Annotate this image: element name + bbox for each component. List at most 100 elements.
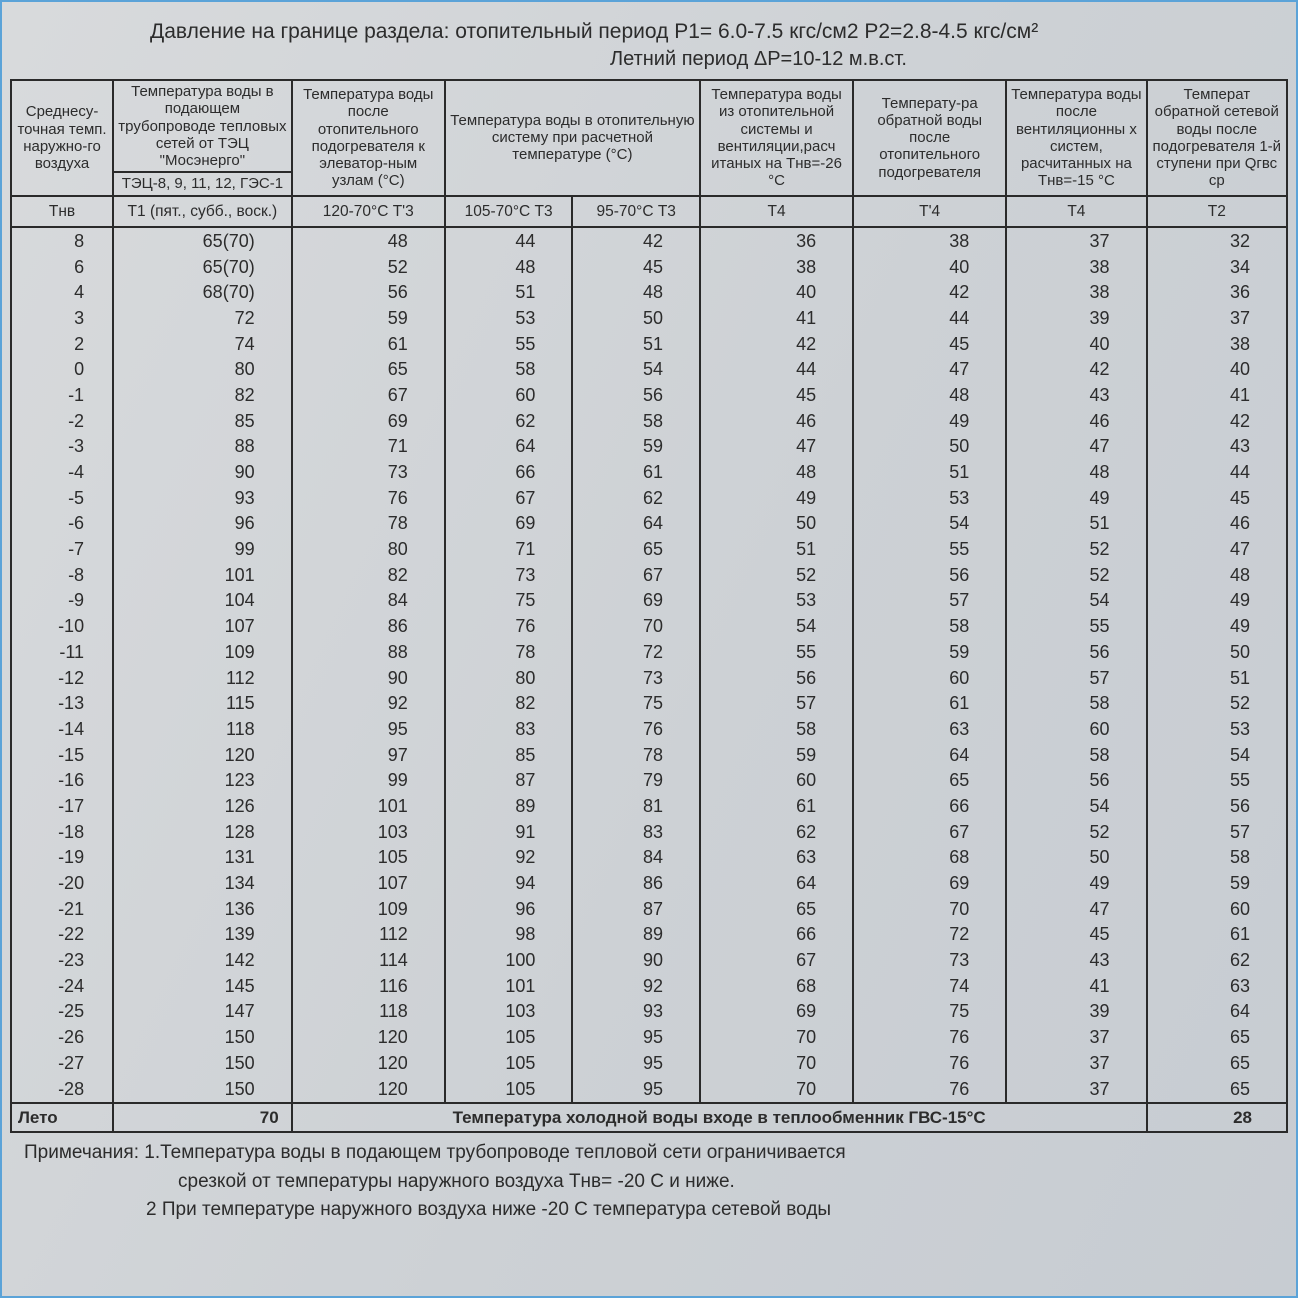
table-cell: 139 bbox=[113, 922, 292, 948]
table-cell: 38 bbox=[1006, 280, 1146, 306]
table-cell: 75 bbox=[572, 691, 700, 717]
table-cell: -25 bbox=[11, 999, 113, 1025]
table-cell: 38 bbox=[1147, 331, 1287, 357]
table-cell: 45 bbox=[1147, 485, 1287, 511]
table-row: -22139112988966724561 bbox=[11, 922, 1287, 948]
table-cell: 136 bbox=[113, 896, 292, 922]
table-cell: 44 bbox=[700, 357, 853, 383]
table-cell: 115 bbox=[113, 691, 292, 717]
table-cell: 126 bbox=[113, 793, 292, 819]
table-cell: 66 bbox=[700, 922, 853, 948]
table-cell: 128 bbox=[113, 819, 292, 845]
table-row: -28569625846494642 bbox=[11, 408, 1287, 434]
table-cell: 118 bbox=[113, 716, 292, 742]
table-cell: 69 bbox=[445, 511, 573, 537]
table-cell: -21 bbox=[11, 896, 113, 922]
table-row: -1512097857859645854 bbox=[11, 742, 1287, 768]
foot-mid: Температура холодной воды входе в теплоо… bbox=[292, 1103, 1147, 1133]
table-cell: 93 bbox=[113, 485, 292, 511]
table-cell: 46 bbox=[700, 408, 853, 434]
table-row: -17126101898161665456 bbox=[11, 793, 1287, 819]
table-cell: 64 bbox=[445, 434, 573, 460]
table-cell: 45 bbox=[700, 382, 853, 408]
table-cell: 49 bbox=[1006, 485, 1146, 511]
table-cell: 61 bbox=[572, 460, 700, 486]
title-line-1: Давление на границе раздела: отопительны… bbox=[10, 20, 1288, 44]
table-cell: 42 bbox=[1147, 408, 1287, 434]
table-cell: 92 bbox=[445, 845, 573, 871]
table-cell: 37 bbox=[1147, 305, 1287, 331]
table-cell: 76 bbox=[445, 614, 573, 640]
table-row: -910484756953575449 bbox=[11, 588, 1287, 614]
table-cell: 65 bbox=[853, 768, 1006, 794]
table-cell: 101 bbox=[113, 562, 292, 588]
table-cell: 48 bbox=[572, 280, 700, 306]
table-cell: 150 bbox=[113, 1076, 292, 1103]
table-row: -69678696450545146 bbox=[11, 511, 1287, 537]
table-cell: 91 bbox=[445, 819, 573, 845]
table-cell: 70 bbox=[572, 614, 700, 640]
table-cell: 81 bbox=[572, 793, 700, 819]
table-cell: 57 bbox=[853, 588, 1006, 614]
table-row: -1612399877960655655 bbox=[11, 768, 1287, 794]
sub-col-3: 105-70°С Т3 bbox=[445, 196, 573, 228]
table-cell: 72 bbox=[113, 305, 292, 331]
table-cell: 44 bbox=[1147, 460, 1287, 486]
table-cell: 76 bbox=[853, 1076, 1006, 1103]
table-cell: 8 bbox=[11, 227, 113, 254]
table-cell: 63 bbox=[853, 716, 1006, 742]
table-cell: 67 bbox=[572, 562, 700, 588]
table-cell: -27 bbox=[11, 1050, 113, 1076]
table-cell: 123 bbox=[113, 768, 292, 794]
table-cell: 49 bbox=[1006, 871, 1146, 897]
table-cell: 52 bbox=[1006, 819, 1146, 845]
table-cell: 73 bbox=[572, 665, 700, 691]
table-cell: 57 bbox=[700, 691, 853, 717]
table-cell: 65 bbox=[292, 357, 445, 383]
table-cell: 48 bbox=[853, 382, 1006, 408]
table-cell: 44 bbox=[445, 227, 573, 254]
table-cell: 41 bbox=[700, 305, 853, 331]
table-cell: 40 bbox=[1147, 357, 1287, 383]
table-cell: 56 bbox=[292, 280, 445, 306]
table-cell: 92 bbox=[572, 973, 700, 999]
col-t2-head: Температ обратной сетевой воды после под… bbox=[1147, 80, 1287, 196]
table-cell: 59 bbox=[853, 639, 1006, 665]
table-cell: 2 bbox=[11, 331, 113, 357]
table-cell: 52 bbox=[292, 254, 445, 280]
table-cell: 96 bbox=[445, 896, 573, 922]
table-cell: 52 bbox=[1006, 537, 1146, 563]
table-cell: 60 bbox=[445, 382, 573, 408]
table-row: -59376676249534945 bbox=[11, 485, 1287, 511]
table-cell: 60 bbox=[853, 665, 1006, 691]
table-cell: 50 bbox=[853, 434, 1006, 460]
table-cell: 79 bbox=[572, 768, 700, 794]
table-cell: 72 bbox=[853, 922, 1006, 948]
table-cell: 54 bbox=[1006, 588, 1146, 614]
table-cell: 47 bbox=[1006, 434, 1146, 460]
table-cell: 82 bbox=[292, 562, 445, 588]
table-cell: 69 bbox=[700, 999, 853, 1025]
table-cell: 53 bbox=[445, 305, 573, 331]
table-cell: 57 bbox=[1006, 665, 1146, 691]
table-cell: 61 bbox=[1147, 922, 1287, 948]
table-cell: 65(70) bbox=[113, 254, 292, 280]
table-cell: 67 bbox=[700, 948, 853, 974]
table-cell: 104 bbox=[113, 588, 292, 614]
table-cell: 59 bbox=[292, 305, 445, 331]
table-cell: 98 bbox=[445, 922, 573, 948]
table-cell: 54 bbox=[853, 511, 1006, 537]
table-cell: 54 bbox=[572, 357, 700, 383]
table-cell: -16 bbox=[11, 768, 113, 794]
table-cell: -24 bbox=[11, 973, 113, 999]
table-cell: 53 bbox=[853, 485, 1006, 511]
table-cell: 49 bbox=[853, 408, 1006, 434]
table-cell: 142 bbox=[113, 948, 292, 974]
table-cell: 95 bbox=[292, 716, 445, 742]
table-head: Среднесу-точная темп. наружно-го воздуха… bbox=[11, 80, 1287, 227]
table-row: -251471181039369753964 bbox=[11, 999, 1287, 1025]
table-cell: 40 bbox=[1006, 331, 1146, 357]
table-cell: 59 bbox=[1147, 871, 1287, 897]
table-cell: 58 bbox=[1006, 691, 1146, 717]
table-cell: 51 bbox=[853, 460, 1006, 486]
